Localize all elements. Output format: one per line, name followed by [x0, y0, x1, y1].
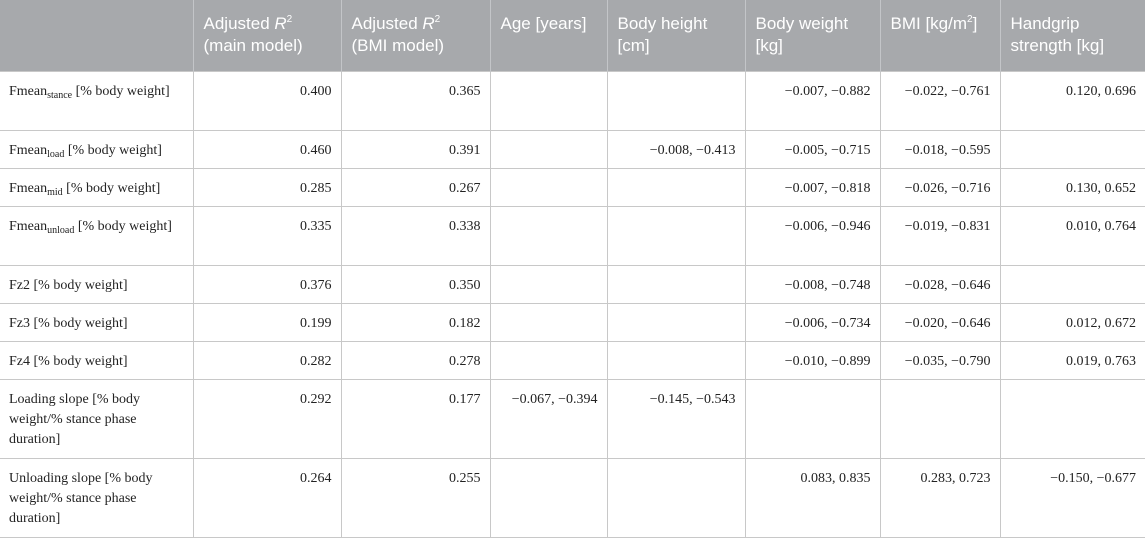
row-label-cell: Fmeanload [% body weight] — [0, 129, 194, 169]
value-cell — [489, 205, 608, 266]
value-cell: −0.018, −0.595 — [879, 129, 1001, 169]
row-label-cell: Fz4 [% body weight] — [0, 340, 194, 380]
row-label-cell: Loading slope [% body weight/% stance ph… — [0, 378, 194, 459]
value-cell — [489, 70, 608, 131]
value-cell — [879, 378, 1001, 459]
table-row: Loading slope [% body weight/% stance ph… — [0, 378, 1145, 459]
value-cell: −0.020, −0.646 — [879, 302, 1001, 342]
value-cell — [606, 457, 746, 538]
header-cell-body-weight: Body weight [kg] — [744, 0, 880, 71]
value-cell: −0.007, −0.882 — [744, 70, 881, 131]
header-cell-body-height: Body height [cm] — [606, 0, 745, 71]
header-cell-handgrip-strength: Handgrip strength [kg] — [999, 0, 1145, 71]
row-label-cell: Fmeanmid [% body weight] — [0, 167, 194, 207]
value-cell: 0.019, 0.763 — [999, 340, 1145, 380]
value-cell: −0.007, −0.818 — [744, 167, 881, 207]
value-cell — [606, 340, 746, 380]
value-cell: 0.283, 0.723 — [879, 457, 1001, 538]
value-cell: 0.278 — [340, 340, 491, 380]
header-cell-age: Age [years] — [489, 0, 607, 71]
value-cell: −0.028, −0.646 — [879, 264, 1001, 304]
value-cell — [489, 264, 608, 304]
header-row: Adjusted R2 (main model) Adjusted R2 (BM… — [0, 0, 1145, 71]
value-cell: −0.006, −0.946 — [744, 205, 881, 266]
value-cell: −0.008, −0.748 — [744, 264, 881, 304]
table-row: Fmeanunload [% body weight] 0.335 0.338 −0.… — [0, 205, 1145, 266]
value-cell — [999, 129, 1145, 169]
value-cell: −0.019, −0.831 — [879, 205, 1001, 266]
value-cell: 0.182 — [340, 302, 491, 342]
row-label-cell: Fmeanunload [% body weight] — [0, 205, 194, 266]
value-cell: 0.120, 0.696 — [999, 70, 1145, 131]
value-cell: 0.460 — [192, 129, 342, 169]
value-cell — [606, 70, 746, 131]
value-cell: 0.199 — [192, 302, 342, 342]
value-cell: 0.177 — [340, 378, 491, 459]
value-cell: −0.035, −0.790 — [879, 340, 1001, 380]
value-cell: −0.067, −0.394 — [489, 378, 608, 459]
value-cell — [744, 378, 881, 459]
table-row: Fz3 [% body weight] 0.199 0.182 −0.006, −0.… — [0, 302, 1145, 342]
row-label-cell: Fmeanstance [% body weight] — [0, 70, 194, 131]
value-cell — [606, 302, 746, 342]
value-cell — [999, 378, 1145, 459]
row-label-cell: Fz3 [% body weight] — [0, 302, 194, 342]
table-row: Fmeanmid [% body weight] 0.285 0.267 −0.007… — [0, 167, 1145, 207]
value-cell: 0.010, 0.764 — [999, 205, 1145, 266]
value-cell: −0.145, −0.543 — [606, 378, 746, 459]
value-cell: −0.005, −0.715 — [744, 129, 881, 169]
value-cell: 0.350 — [340, 264, 491, 304]
header-cell-empty — [0, 0, 193, 71]
header-cell-adjusted-r2-bmi: Adjusted R2 (BMI model) — [340, 0, 490, 71]
value-cell: 0.338 — [340, 205, 491, 266]
table-row: Unloading slope [% body weight/% stance … — [0, 457, 1145, 538]
value-cell: 0.083, 0.835 — [744, 457, 881, 538]
value-cell: 0.400 — [192, 70, 342, 131]
value-cell: −0.008, −0.413 — [606, 129, 746, 169]
table-row: Fmeanload [% body weight] 0.460 0.391 −0.00… — [0, 129, 1145, 169]
table-row: Fmeanstance [% body weight] 0.400 0.365 −0.… — [0, 70, 1145, 131]
table-row: Fz2 [% body weight] 0.376 0.350 −0.008, −0.… — [0, 264, 1145, 304]
value-cell — [489, 129, 608, 169]
value-cell — [489, 340, 608, 380]
header-cell-adjusted-r2-main: Adjusted R2 (main model) — [192, 0, 341, 71]
value-cell: −0.010, −0.899 — [744, 340, 881, 380]
value-cell: 0.267 — [340, 167, 491, 207]
table-row: Fz4 [% body weight] 0.282 0.278 −0.010, −0.… — [0, 340, 1145, 380]
value-cell: −0.006, −0.734 — [744, 302, 881, 342]
value-cell: −0.026, −0.716 — [879, 167, 1001, 207]
value-cell: 0.285 — [192, 167, 342, 207]
row-label-cell: Unloading slope [% body weight/% stance … — [0, 457, 194, 538]
value-cell — [489, 457, 608, 538]
value-cell — [606, 264, 746, 304]
header-cell-bmi: BMI [kg/m2] — [879, 0, 1000, 71]
value-cell: 0.365 — [340, 70, 491, 131]
value-cell — [606, 167, 746, 207]
value-cell: 0.292 — [192, 378, 342, 459]
value-cell: 0.282 — [192, 340, 342, 380]
value-cell: 0.335 — [192, 205, 342, 266]
row-label-cell: Fz2 [% body weight] — [0, 264, 194, 304]
value-cell: 0.376 — [192, 264, 342, 304]
value-cell: −0.150, −0.677 — [999, 457, 1145, 538]
value-cell — [489, 167, 608, 207]
value-cell — [606, 205, 746, 266]
value-cell: 0.255 — [340, 457, 491, 538]
value-cell: 0.391 — [340, 129, 491, 169]
value-cell: −0.022, −0.761 — [879, 70, 1001, 131]
value-cell: 0.130, 0.652 — [999, 167, 1145, 207]
value-cell — [489, 302, 608, 342]
value-cell — [999, 264, 1145, 304]
value-cell: 0.012, 0.672 — [999, 302, 1145, 342]
value-cell: 0.264 — [192, 457, 342, 538]
